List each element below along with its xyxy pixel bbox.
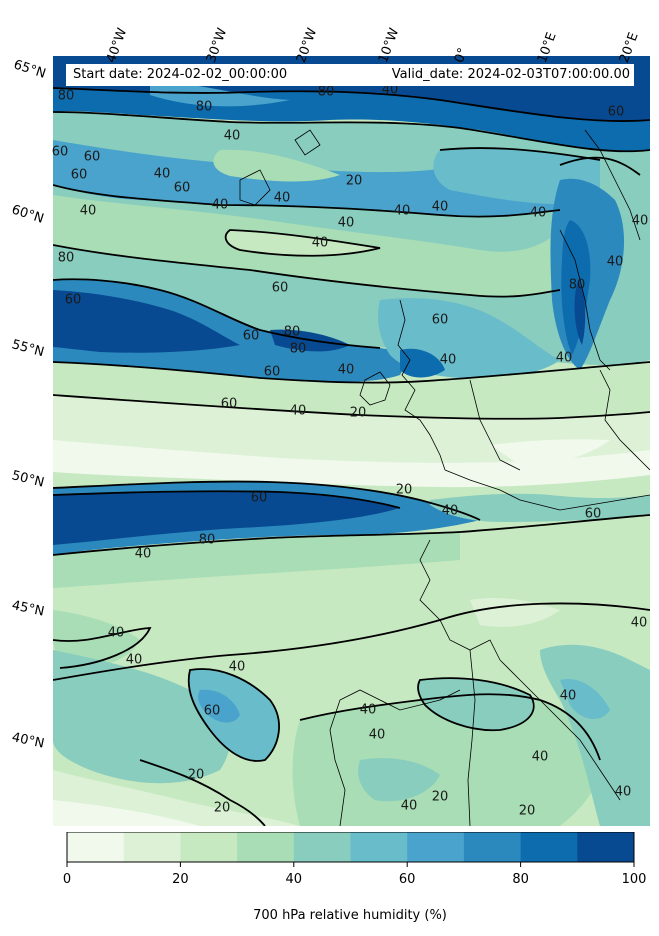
colorbar-tick-40: 40 — [285, 872, 303, 887]
start-date: Start date: 2024-02-02_00:00:00 — [73, 67, 288, 82]
contour-label: 40 — [556, 351, 573, 366]
contour-label: 80 — [284, 325, 301, 340]
contour-label: 20 — [188, 768, 205, 783]
contour-label: 40 — [631, 616, 648, 631]
contour-label: 80 — [318, 85, 335, 100]
contour-label: 60 — [264, 365, 281, 380]
contour-label: 20 — [432, 790, 449, 805]
contour-label: 20 — [519, 804, 536, 819]
contour-label: 20 — [346, 174, 363, 189]
contour-label: 40 — [126, 653, 143, 668]
contour-label: 60 — [65, 293, 82, 308]
colorbar-segment — [577, 832, 635, 862]
contour-label: 40 — [312, 236, 329, 251]
contour-label: 40 — [224, 129, 241, 144]
contour-label: 40 — [80, 204, 97, 219]
contour-label: 40 — [394, 204, 411, 219]
header-box: Start date: 2024-02-02_00:00:00 Valid_da… — [66, 64, 634, 86]
contour-label: 40 — [432, 200, 449, 215]
contour-label: 60 — [251, 491, 268, 506]
contour-label: 40 — [290, 404, 307, 419]
colorbar-tick-60: 60 — [398, 872, 416, 887]
contour-label: 40 — [401, 799, 418, 814]
contour-label: 40 — [530, 206, 547, 221]
colorbar-border — [66, 832, 635, 863]
contour-label: 60 — [84, 150, 101, 165]
contour-label: 80 — [58, 251, 75, 266]
contour-label: 60 — [204, 704, 221, 719]
colorbar-label: 700 hPa relative humidity (%) — [253, 908, 447, 923]
contour-label: 20 — [350, 406, 367, 421]
colorbar-segment — [407, 832, 465, 862]
humidity-field — [53, 56, 650, 826]
contour-label: 40 — [369, 728, 386, 743]
contour-label: 60 — [71, 168, 88, 183]
contour-label: 40 — [532, 750, 549, 765]
contour-label: 80 — [290, 342, 307, 357]
contour-label: 40 — [360, 703, 377, 718]
contour-label: 60 — [174, 181, 191, 196]
contour-label: 40 — [338, 363, 355, 378]
colorbar — [66, 832, 635, 867]
contour-label: 40 — [382, 83, 399, 98]
contour-label: 60 — [432, 313, 449, 328]
contour-label: 40 — [615, 785, 632, 800]
contour-label: 40 — [274, 191, 291, 206]
contour-label: 40 — [338, 216, 355, 231]
valid-date: Valid_date: 2024-02-03T07:00:00.00 — [391, 67, 630, 82]
contour-lines — [53, 87, 650, 826]
colorbar-segment — [180, 832, 238, 862]
contour-label: 60 — [243, 329, 260, 344]
contour-label: 80 — [569, 278, 586, 293]
contour-label: 20 — [214, 801, 231, 816]
contour-label: 40 — [440, 353, 457, 368]
contour-label: 20 — [396, 483, 413, 498]
contour-label: 80 — [199, 533, 216, 548]
colorbar-tick-0: 0 — [62, 872, 72, 887]
contour-label: 40 — [229, 660, 246, 675]
contour-label: 40 — [212, 198, 229, 213]
colorbar-segment — [520, 832, 578, 862]
contour-label: 60 — [52, 145, 69, 160]
contour-label: 40 — [154, 167, 171, 182]
contour-label: 40 — [560, 689, 577, 704]
contour-label: 40 — [632, 214, 649, 229]
contour-label: 80 — [58, 89, 75, 104]
colorbar-tick-80: 80 — [512, 872, 529, 887]
contour-label: 80 — [196, 100, 213, 115]
contour-label: 60 — [608, 105, 625, 120]
colorbar-tick-20: 20 — [172, 872, 189, 887]
colorbar-segment — [463, 832, 522, 862]
contour-label: 60 — [221, 397, 238, 412]
contour-label: 40 — [108, 626, 125, 641]
contour-label: 60 — [272, 281, 289, 296]
contour-label: 40 — [607, 255, 624, 270]
colorbar-segment — [67, 832, 125, 862]
colorbar-segment — [350, 832, 408, 862]
contour-label: 40 — [442, 504, 459, 519]
colorbar-segment — [237, 832, 295, 862]
colorbar-segment — [293, 832, 351, 862]
contour-label: 60 — [585, 507, 602, 522]
colorbar-tick-100: 100 — [621, 872, 647, 887]
contour-label: 40 — [135, 547, 152, 562]
colorbar-segment — [123, 832, 181, 862]
coastlines — [239, 129, 650, 826]
